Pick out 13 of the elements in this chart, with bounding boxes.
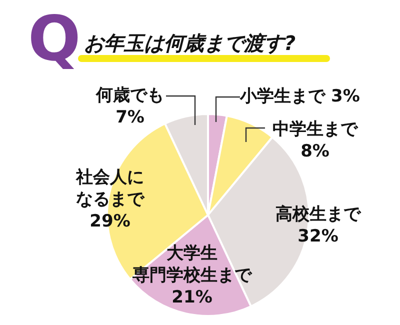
data-label: 32% bbox=[298, 226, 338, 246]
data-label: 8% bbox=[300, 141, 330, 162]
slice-label: 何歳でも bbox=[95, 85, 164, 106]
slice-label: 社会人になるまで bbox=[75, 167, 145, 210]
slice-label: 高校生まで bbox=[276, 204, 362, 224]
data-label: 7% bbox=[116, 107, 144, 128]
data-label: 29% bbox=[90, 211, 130, 232]
data-label: 21% bbox=[172, 287, 212, 308]
slice-label: 大学生専門学校生まで bbox=[132, 243, 252, 286]
chart-title: お年玉は何歳まで渡す? bbox=[84, 30, 296, 57]
slice-label: 中学生まで bbox=[272, 119, 358, 140]
slice-label: 小学生まで 3% bbox=[239, 86, 360, 106]
text: Q bbox=[28, 2, 81, 75]
